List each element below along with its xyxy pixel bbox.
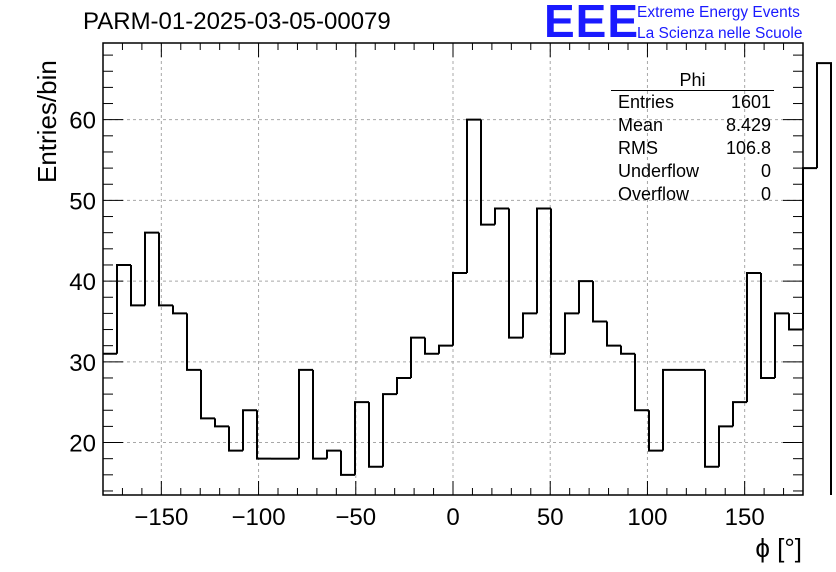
stats-row-entries: Entries 1601 (611, 91, 774, 114)
histogram-bin (816, 62, 832, 495)
x-tick-label: −50 (335, 504, 376, 531)
histogram-bin (298, 368, 313, 459)
stats-row-underflow: Underflow 0 (611, 160, 774, 183)
histogram-bin (774, 312, 789, 378)
histogram-bin (480, 119, 495, 226)
logo-line-1: Extreme Energy Events (637, 4, 800, 21)
histogram-bin (214, 418, 229, 428)
stats-value: 1601 (730, 92, 771, 112)
histogram-bin (746, 272, 761, 403)
histogram-bin (620, 345, 635, 355)
stats-label: Underflow (618, 161, 700, 181)
histogram-bin (228, 426, 243, 452)
histogram-bin (186, 313, 201, 371)
histogram-bin (760, 273, 775, 379)
histogram-bin (382, 393, 397, 467)
histogram-bin (564, 312, 579, 354)
histogram-bin (788, 313, 803, 331)
histogram-bin (522, 312, 537, 338)
x-tick-label: 150 (725, 504, 765, 531)
histogram-bin (578, 280, 593, 314)
stats-row-overflow: Overflow 0 (611, 183, 774, 206)
histogram-bin (312, 369, 327, 460)
histogram-step-line (103, 62, 832, 495)
y-axis-label: Entries/bin (32, 60, 62, 183)
histogram-bin (340, 450, 355, 476)
eee-logo: EEE (544, 0, 640, 47)
y-tick-label: 20 (69, 431, 96, 458)
stats-row-mean: Mean 8.429 (611, 114, 774, 137)
histogram-bin (536, 207, 551, 314)
histogram-title: PARM-01-2025-03-05-00079 (83, 8, 391, 35)
histogram-bin (158, 232, 173, 307)
histogram-bin (116, 263, 131, 354)
histogram-bin (634, 353, 649, 412)
x-axis-label: ϕ [°] (755, 533, 802, 563)
histogram-bin (732, 401, 747, 427)
histogram-bin (592, 281, 607, 323)
histogram-bin (326, 449, 341, 459)
histogram-bin (438, 344, 453, 354)
stats-value: 0 (760, 161, 771, 181)
stats-label: Overflow (618, 184, 690, 204)
y-tick-label: 40 (69, 269, 96, 296)
stats-value: 8.429 (725, 115, 771, 135)
stats-label: Entries (618, 92, 675, 112)
histogram-bin (242, 409, 257, 451)
histogram-bin (662, 368, 677, 451)
stats-label: RMS (618, 138, 658, 158)
y-tick-label: 60 (69, 108, 96, 135)
x-tick-label: 0 (446, 504, 459, 531)
logo-line-2: La Scienza nelle Scuole (637, 25, 803, 42)
stats-row-rms: RMS 106.8 (611, 137, 774, 160)
histogram-bin (256, 410, 271, 460)
y-tick-label: 30 (69, 350, 96, 377)
stats-box: Phi Entries 1601 Mean 8.429 RMS 106.8 Un… (611, 70, 774, 206)
histogram-bin (368, 402, 383, 468)
histogram-bin (550, 208, 565, 355)
histogram-bin (144, 231, 159, 306)
histogram-bin (452, 272, 467, 346)
histogram-bin (648, 410, 663, 452)
x-tick-label: 100 (627, 504, 667, 531)
tick-labels: −150 −100 −50 0 50 100 150 20 30 40 50 60 (69, 108, 764, 531)
histogram-bin (494, 207, 509, 225)
histogram-bin (130, 264, 145, 307)
histogram-bin (410, 336, 425, 378)
x-tick-label: −150 (134, 504, 188, 531)
x-tick-label: −100 (232, 504, 286, 531)
histogram-bin (354, 401, 369, 475)
x-tick-label: 50 (537, 504, 564, 531)
stats-label: Mean (618, 115, 664, 135)
histogram-bin (424, 337, 439, 355)
histogram-bin (466, 118, 481, 274)
histogram-bin (396, 376, 411, 395)
histogram-bin (718, 425, 733, 467)
histogram-bin (200, 369, 215, 420)
histogram-bin (802, 167, 817, 330)
y-tick-label: 50 (69, 188, 96, 215)
stats-title: Phi (611, 70, 774, 91)
stats-value: 0 (760, 184, 771, 204)
histogram-bin (508, 208, 523, 339)
stats-value: 106.8 (725, 138, 771, 158)
axes (102, 42, 804, 496)
histogram-bin (704, 369, 719, 468)
histogram-bin (172, 305, 187, 315)
histogram-bin (606, 321, 621, 347)
